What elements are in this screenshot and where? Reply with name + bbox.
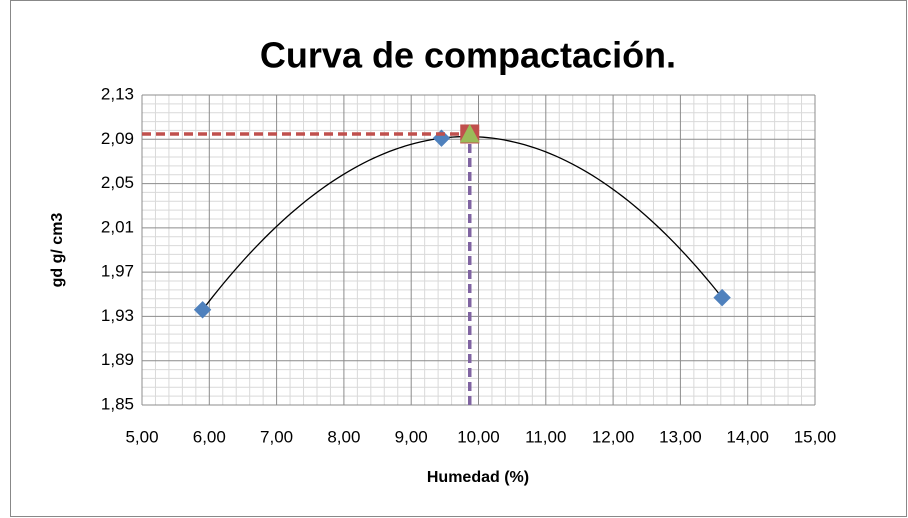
x-tick-label: 7,00 [260,427,293,446]
y-tick-label: 2,09 [101,129,134,148]
y-tick-label: 1,97 [101,262,134,281]
point [459,123,480,143]
x-tick-label: 9,00 [395,427,428,446]
y-tick-label: 1,85 [101,394,134,413]
x-tick-label: 13,00 [659,427,702,446]
x-tick-label: 11,00 [525,427,566,446]
x-tick-label: 14,00 [726,427,769,446]
y-tick-label: 2,13 [101,84,134,103]
y-tick-label: 1,89 [101,350,134,369]
point [193,301,212,319]
x-axis-title: Humedad (%) [427,469,529,486]
x-tick-label: 8,00 [327,427,360,446]
y-tick-label: 1,93 [101,306,134,325]
y-tick-label: 2,05 [101,173,134,192]
x-tick-label: 12,00 [592,427,635,446]
x-tick-label: 15,00 [794,427,837,446]
chart-border [10,0,907,517]
point [713,288,731,307]
x-tick-label: 6,00 [193,427,226,446]
y-tick-label: 2,01 [101,217,134,236]
x-tick-label: 10,00 [457,427,500,446]
y-axis-title: gd g/ cm3 [49,213,66,288]
x-tick-label: 5,00 [125,427,158,446]
chart-title: Curva de compactación. [260,35,676,76]
